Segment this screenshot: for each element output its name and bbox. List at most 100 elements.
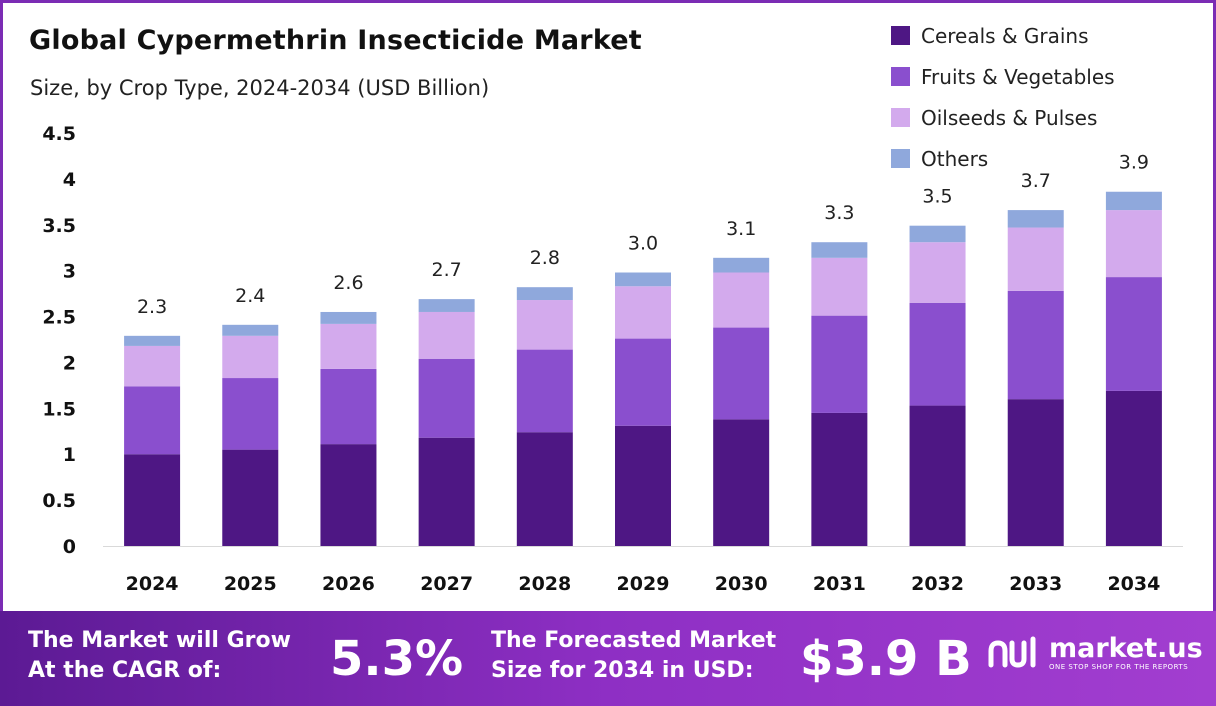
bar-segment [418, 311, 475, 359]
bar-segment [222, 335, 279, 379]
bar-segment [320, 368, 377, 445]
bar-segment [615, 272, 671, 287]
brand-logo[interactable]: market.us ONE STOP SHOP FOR THE REPORTS [985, 633, 1203, 673]
cagr-label-line2: At the CAGR of: [28, 658, 222, 683]
x-tick-label: 2025 [224, 573, 277, 595]
bar-segment [909, 242, 966, 303]
legend-swatch [891, 26, 910, 45]
bar-total-label: 2.3 [137, 296, 167, 318]
bar-segment [1105, 191, 1162, 211]
bar-segment [1105, 390, 1162, 546]
x-tick-label: 2024 [126, 573, 179, 595]
bar-segment [713, 419, 770, 546]
bar-segment [909, 302, 966, 406]
x-tick-label: 2027 [420, 573, 473, 595]
bar-total-label: 3.0 [628, 233, 658, 255]
market-us-logo-icon [988, 636, 1036, 668]
legend-item[interactable]: Oilseeds & Pulses [891, 97, 1115, 138]
legend: Cereals & Grains Fruits & Vegetables Oilse… [891, 15, 1115, 179]
legend-label: Fruits & Vegetables [921, 64, 1115, 89]
bar-total-label: 2.6 [333, 272, 363, 294]
x-tick-label: 2033 [1009, 573, 1062, 595]
chart-subtitle: Size, by Crop Type, 2024-2034 (USD Billi… [30, 76, 490, 100]
footer-banner: The Market will Grow At the CAGR of: 5.3… [0, 611, 1216, 706]
bar-segment [124, 345, 181, 387]
legend-swatch [891, 67, 910, 86]
bar-segment [418, 358, 475, 438]
bar-segment [811, 412, 868, 546]
bar-segment [1007, 210, 1064, 228]
bar-segment [516, 349, 573, 433]
bar-segment [1007, 227, 1064, 291]
bar-segment [615, 425, 671, 546]
forecast-label-line2: Size for 2034 in USD: [491, 658, 754, 683]
bar-total-label: 3.3 [824, 202, 854, 224]
chart-title: Global Cypermethrin Insecticide Market [29, 25, 642, 56]
y-tick-label: 1 [63, 444, 76, 466]
bar-total-label: 3.5 [922, 186, 952, 208]
y-tick-label: 0 [63, 536, 76, 558]
bar-segment [222, 378, 279, 450]
x-tick-label: 2030 [715, 573, 768, 595]
bar-total-label: 3.9 [1119, 152, 1149, 174]
bar-total-label: 3.1 [726, 218, 756, 240]
plot-area: 0 0.5 1 1.5 2 2.5 3 3.5 4 4.5 2.3 2024 2.4 2025 2.6 202… [42, 123, 1183, 595]
bar-total-label: 2.4 [235, 285, 265, 307]
bar-segment [811, 242, 868, 258]
y-tick-label: 3 [63, 261, 76, 283]
y-tick-label: 4 [63, 169, 76, 191]
x-tick-label: 2032 [911, 573, 964, 595]
legend-label: Oilseeds & Pulses [921, 105, 1098, 130]
legend-swatch [891, 149, 910, 168]
bar-segment [124, 454, 181, 546]
bar-total-label: 3.7 [1021, 170, 1051, 192]
y-tick-label: 2 [63, 352, 76, 374]
x-tick-label: 2034 [1107, 573, 1160, 595]
bar-segment [320, 444, 377, 546]
legend-item[interactable]: Others [891, 138, 1115, 179]
legend-swatch [891, 108, 910, 127]
bar-segment [615, 338, 671, 426]
y-tick-label: 1.5 [42, 398, 76, 420]
bar-segment [615, 286, 671, 339]
bar-segment [1007, 290, 1064, 400]
legend-label: Cereals & Grains [921, 23, 1089, 48]
x-tick-label: 2028 [518, 573, 571, 595]
bar-segment [222, 324, 279, 336]
bar-segment [713, 257, 770, 273]
bar-segment [320, 311, 377, 324]
forecast-label-line1: The Forecasted Market [491, 628, 777, 653]
y-tick-label: 4.5 [42, 123, 76, 145]
bar-segment [909, 225, 966, 243]
bar-total-label: 2.8 [530, 247, 560, 269]
legend-item[interactable]: Cereals & Grains [891, 15, 1115, 56]
legend-label: Others [921, 146, 989, 171]
bar-segment [418, 299, 475, 312]
bar-segment [516, 287, 573, 301]
cagr-value: 5.3% [330, 631, 464, 687]
bar-segment [320, 323, 377, 369]
cagr-label-line1: The Market will Grow [28, 628, 291, 653]
y-tick-label: 3.5 [42, 215, 76, 237]
bar-segment [124, 386, 181, 455]
x-tick-label: 2031 [813, 573, 866, 595]
bar-segment [811, 315, 868, 413]
x-tick-label: 2026 [322, 573, 375, 595]
bar-segment [516, 432, 573, 546]
brand-tagline: ONE STOP SHOP FOR THE REPORTS [1049, 663, 1189, 671]
x-tick-label: 2029 [617, 573, 670, 595]
bar-segment [1105, 210, 1162, 278]
legend-item[interactable]: Fruits & Vegetables [891, 56, 1115, 97]
bar-segment [1007, 399, 1064, 546]
y-tick-label: 2.5 [42, 307, 76, 329]
bar-segment [713, 272, 770, 328]
bar-segment [909, 405, 966, 546]
bar-segment [418, 437, 475, 546]
bar-segment [222, 449, 279, 546]
bar-segment [811, 257, 868, 316]
forecast-value: $3.9 B [800, 631, 972, 687]
bar-segment [516, 300, 573, 350]
bar-total-label: 2.7 [432, 259, 462, 281]
y-tick-label: 0.5 [42, 490, 76, 512]
